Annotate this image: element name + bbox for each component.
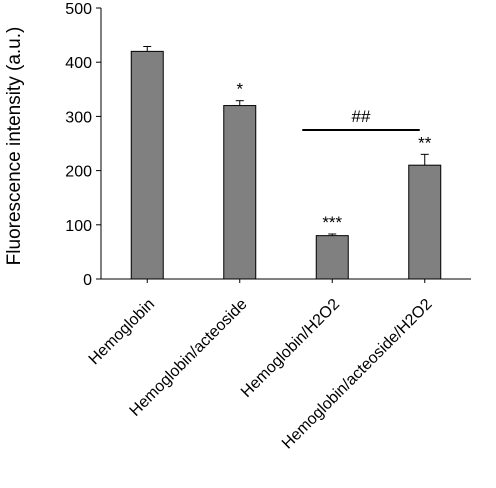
bar [315,235,349,280]
y-tick-label: 200 [65,164,92,181]
significance-label: * [236,80,243,99]
x-tick-label: Hemoglobin [86,296,158,368]
y-tick-label: 0 [83,272,92,289]
bars [130,45,442,280]
bar [408,164,442,280]
comparison-label: ## [352,107,371,126]
y-tick-label: 400 [65,55,92,72]
bar [223,105,257,280]
bar [130,50,164,280]
significance-label: *** [322,213,342,232]
significance-label: ** [418,133,432,152]
y-tick-label: 100 [65,218,92,235]
y-tick-label: 500 [65,1,92,18]
y-tick-label: 300 [65,109,92,126]
y-axis-label: Fluorescence intensity (a.u.) [4,27,25,266]
x-tick-label: Hemoglobin/acteoside/H2O2 [279,296,436,453]
x-tick-label: Hemoglobin/H2O2 [238,296,343,401]
annotations: ******## [236,80,431,232]
